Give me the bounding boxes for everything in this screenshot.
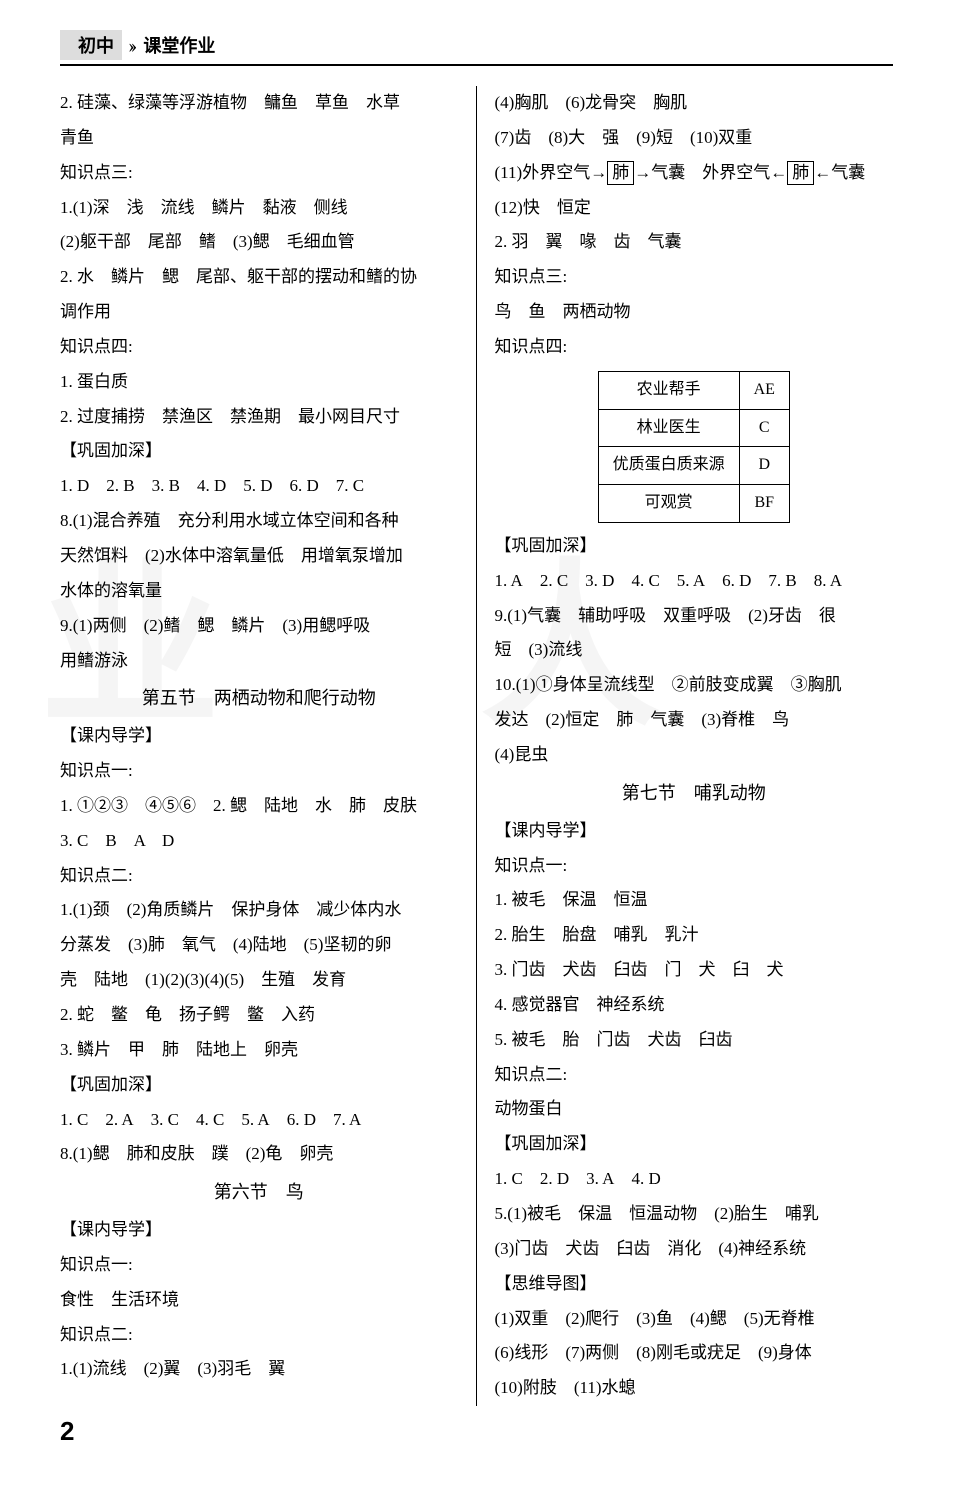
block-title: 【课内导学】 <box>60 1213 458 1248</box>
text: 2. 胎生 胎盘 哺乳 乳汁 <box>495 918 894 953</box>
text: 1. C 2. A 3. C 4. C 5. A 6. D 7. A <box>60 1103 458 1138</box>
text: 鸟 鱼 两栖动物 <box>495 295 894 330</box>
text: 1.(1)深 浅 流线 鳞片 黏液 侧线 <box>60 191 458 226</box>
text: 分蒸发 (3)肺 氧气 (4)陆地 (5)坚韧的卵 <box>60 928 458 963</box>
text: (11)外界空气→肺→气囊 外界空气←肺←气囊 <box>495 156 894 191</box>
text: 8.(1)鳃 肺和皮肤 蹼 (2)龟 卵壳 <box>60 1137 458 1172</box>
cell: BF <box>739 485 789 523</box>
table-row: 农业帮手AE <box>598 371 789 409</box>
text: 2. 硅藻、绿藻等浮游植物 鳙鱼 草鱼 水草 <box>60 86 458 121</box>
text: 5.(1)被毛 保温 恒温动物 (2)胎生 哺乳 <box>495 1197 894 1232</box>
text: (11)外界空气→ <box>495 163 608 182</box>
text: 知识点二: <box>495 1058 894 1093</box>
text: (6)线形 (7)两侧 (8)刚毛或疣足 (9)身体 <box>495 1336 894 1371</box>
section-title: 第七节 哺乳动物 <box>495 775 894 812</box>
section-title: 第六节 鸟 <box>60 1174 458 1211</box>
text: 知识点四: <box>60 330 458 365</box>
text: (3)门齿 犬齿 臼齿 消化 (4)神经系统 <box>495 1232 894 1267</box>
text: 知识点一: <box>60 1248 458 1283</box>
block-title: 【课内导学】 <box>495 814 894 849</box>
block-title: 【思维导图】 <box>495 1267 894 1302</box>
text: 10.(1)①身体呈流线型 ②前肢变成翼 ③胸肌 <box>495 668 894 703</box>
text: (7)齿 (8)大 强 (9)短 (10)双重 <box>495 121 894 156</box>
block-title: 【巩固加深】 <box>60 434 458 469</box>
text: 8.(1)混合养殖 充分利用水域立体空间和各种 <box>60 504 458 539</box>
text: 9.(1)两侧 (2)鳍 鳃 鳞片 (3)用鳃呼吸 <box>60 609 458 644</box>
text: 1. 被毛 保温 恒温 <box>495 883 894 918</box>
text: 3. C B A D <box>60 824 458 859</box>
text: 1. C 2. D 3. A 4. D <box>495 1162 894 1197</box>
text: 知识点二: <box>60 859 458 894</box>
cell: 可观赏 <box>598 485 739 523</box>
page-number: 2 <box>60 1416 893 1447</box>
header-title: 课堂作业 <box>143 32 215 58</box>
text: 1. ①②③ ④⑤⑥ 2. 鳃 陆地 水 肺 皮肤 <box>60 789 458 824</box>
text: 短 (3)流线 <box>495 633 894 668</box>
cell: 林业医生 <box>598 409 739 447</box>
text: (1)双重 (2)爬行 (3)鱼 (4)鳃 (5)无脊椎 <box>495 1302 894 1337</box>
text: 2. 羽 翼 喙 齿 气囊 <box>495 225 894 260</box>
text: 知识点一: <box>60 754 458 789</box>
chevron-icon: ›› <box>128 35 133 58</box>
text: 2. 蛇 鳖 龟 扬子鳄 鳖 入药 <box>60 998 458 1033</box>
text: 4. 感觉器官 神经系统 <box>495 988 894 1023</box>
text: 动物蛋白 <box>495 1092 894 1127</box>
text: 天然饵料 (2)水体中溶氧量低 用增氧泵增加 <box>60 539 458 574</box>
table-row: 优质蛋白质来源D <box>598 447 789 485</box>
text: 1.(1)颈 (2)角质鳞片 保护身体 减少体内水 <box>60 893 458 928</box>
section-title: 第五节 两栖动物和爬行动物 <box>60 680 458 717</box>
text: →气囊 外界空气← <box>634 163 787 182</box>
text: 发达 (2)恒定 肺 气囊 (3)脊椎 鸟 <box>495 703 894 738</box>
boxed-text: 肺 <box>607 161 634 185</box>
text: (2)躯干部 尾部 鳍 (3)鳃 毛细血管 <box>60 225 458 260</box>
text: 1.(1)流线 (2)翼 (3)羽毛 翼 <box>60 1352 458 1387</box>
text: 知识点三: <box>495 260 894 295</box>
matching-table: 农业帮手AE 林业医生C 优质蛋白质来源D 可观赏BF <box>598 371 790 523</box>
text: 3. 门齿 犬齿 臼齿 门 犬 臼 犬 <box>495 953 894 988</box>
text: 用鳍游泳 <box>60 644 458 679</box>
boxed-text: 肺 <box>787 161 814 185</box>
right-column: (4)胸肌 (6)龙骨突 胸肌 (7)齿 (8)大 强 (9)短 (10)双重 … <box>477 86 894 1406</box>
text: 食性 生活环境 <box>60 1283 458 1318</box>
text: 1. A 2. C 3. D 4. C 5. A 6. D 7. B 8. A <box>495 564 894 599</box>
text: (10)附肢 (11)水螅 <box>495 1371 894 1406</box>
text: (12)快 恒定 <box>495 191 894 226</box>
text: 知识点三: <box>60 156 458 191</box>
text: 壳 陆地 (1)(2)(3)(4)(5) 生殖 发育 <box>60 963 458 998</box>
text: 1. 蛋白质 <box>60 365 458 400</box>
left-column: 2. 硅藻、绿藻等浮游植物 鳙鱼 草鱼 水草 青鱼 知识点三: 1.(1)深 浅… <box>60 86 477 1406</box>
text: ←气囊 <box>814 163 865 182</box>
text: 知识点一: <box>495 849 894 884</box>
text: 9.(1)气囊 辅助呼吸 双重呼吸 (2)牙齿 很 <box>495 599 894 634</box>
table-row: 可观赏BF <box>598 485 789 523</box>
text: 5. 被毛 胎 门齿 犬齿 臼齿 <box>495 1023 894 1058</box>
text: 知识点二: <box>60 1318 458 1353</box>
cell: 农业帮手 <box>598 371 739 409</box>
block-title: 【巩固加深】 <box>495 529 894 564</box>
block-title: 【巩固加深】 <box>495 1127 894 1162</box>
text: 1. D 2. B 3. B 4. D 5. D 6. D 7. C <box>60 469 458 504</box>
cell: 优质蛋白质来源 <box>598 447 739 485</box>
text: 知识点四: <box>495 330 894 365</box>
header-level: 初中 <box>60 30 122 60</box>
cell: AE <box>739 371 789 409</box>
text: 2. 水 鳞片 鳃 尾部、躯干部的摆动和鳍的协 <box>60 260 458 295</box>
page-header: 初中 ›› 课堂作业 <box>60 30 893 66</box>
block-title: 【课内导学】 <box>60 719 458 754</box>
text: 青鱼 <box>60 121 458 156</box>
cell: C <box>739 409 789 447</box>
text: 水体的溶氧量 <box>60 574 458 609</box>
text: 3. 鳞片 甲 肺 陆地上 卵壳 <box>60 1033 458 1068</box>
text: 2. 过度捕捞 禁渔区 禁渔期 最小网目尺寸 <box>60 400 458 435</box>
block-title: 【巩固加深】 <box>60 1068 458 1103</box>
table-row: 林业医生C <box>598 409 789 447</box>
text: (4)昆虫 <box>495 738 894 773</box>
text: 调作用 <box>60 295 458 330</box>
text: (4)胸肌 (6)龙骨突 胸肌 <box>495 86 894 121</box>
cell: D <box>739 447 789 485</box>
